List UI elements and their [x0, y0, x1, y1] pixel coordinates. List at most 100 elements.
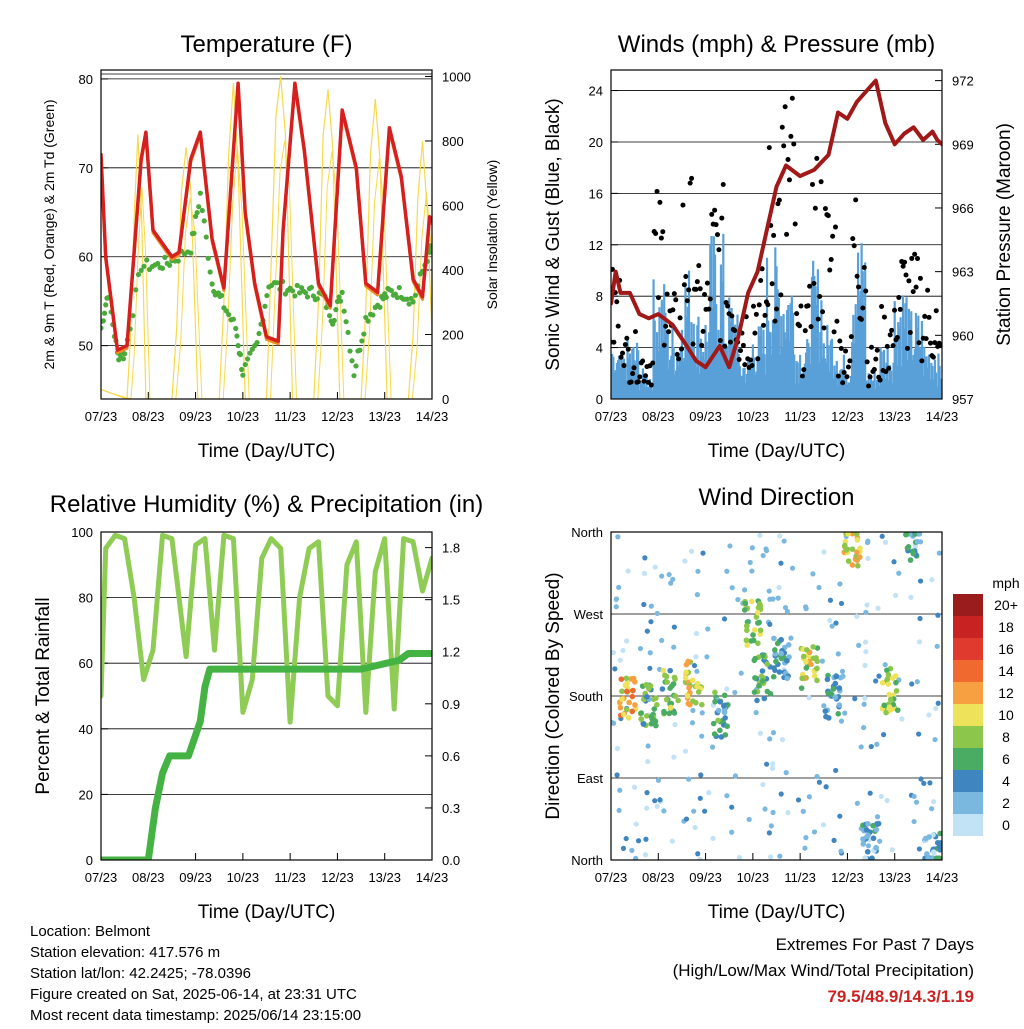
- gust-point: [881, 314, 887, 320]
- gust-point: [631, 365, 637, 371]
- gust-point: [809, 181, 815, 187]
- x-tick-label: 12/23: [321, 870, 354, 885]
- direction-point: [741, 607, 748, 613]
- direction-point: [789, 565, 796, 571]
- direction-point: [935, 612, 941, 618]
- direction-point: [806, 695, 812, 701]
- gust-point: [753, 311, 759, 317]
- direction-point: [619, 688, 625, 695]
- gust-point: [628, 379, 634, 385]
- gust-point: [752, 330, 758, 336]
- direction-point: [772, 647, 778, 653]
- direction-point: [884, 797, 890, 804]
- gust-point: [840, 380, 846, 386]
- y-axis-label-right: Station Pressure (Maroon): [994, 123, 1015, 346]
- dewpoint-point: [347, 348, 353, 354]
- direction-point: [784, 657, 790, 664]
- direction-point: [691, 662, 698, 669]
- direction-point: [881, 702, 888, 709]
- direction-point: [908, 594, 914, 600]
- gust-point: [886, 365, 892, 371]
- direction-point: [625, 715, 632, 721]
- gust-point: [727, 339, 733, 345]
- direction-point: [776, 584, 782, 591]
- gust-point: [676, 356, 682, 362]
- direction-point: [727, 543, 733, 549]
- direction-point: [777, 533, 783, 539]
- direction-point: [916, 846, 922, 852]
- direction-point: [769, 765, 776, 771]
- direction-point: [778, 655, 785, 662]
- direction-label: North: [571, 525, 603, 540]
- gust-point: [716, 247, 722, 253]
- gust-point: [912, 251, 918, 257]
- direction-point: [827, 617, 833, 623]
- direction-point: [759, 678, 766, 684]
- gust-point: [758, 277, 764, 283]
- direction-point: [671, 754, 677, 760]
- gust-point: [904, 345, 910, 351]
- direction-point: [683, 669, 689, 676]
- direction-point: [936, 855, 942, 860]
- direction-point: [894, 707, 901, 713]
- direction-point: [763, 546, 769, 552]
- plot-frame: [610, 531, 943, 861]
- gust-point: [897, 306, 903, 312]
- direction-point: [845, 532, 851, 537]
- direction-point: [617, 657, 623, 663]
- dewpoint-point: [396, 284, 402, 291]
- direction-point: [644, 693, 650, 700]
- direction-point: [650, 696, 657, 702]
- extremes-title: Extremes For Past 7 Days: [775, 935, 974, 954]
- x-tick-label: 12/23: [321, 409, 354, 424]
- direction-point: [860, 836, 866, 842]
- gust-point: [900, 263, 906, 269]
- direction-point: [882, 539, 889, 546]
- direction-point: [842, 710, 848, 716]
- direction-point: [864, 833, 870, 840]
- y-axis-label-right: Solar Insolation (Yellow): [484, 160, 500, 310]
- x-tick-label: 08/23: [642, 870, 675, 885]
- direction-point: [724, 686, 730, 692]
- direction-point: [904, 545, 911, 551]
- direction-point: [916, 731, 922, 737]
- direction-point: [937, 840, 942, 846]
- direction-point: [770, 673, 777, 680]
- y-tick-label-right: 1.8: [442, 541, 460, 556]
- station-info: Location: Belmont Station elevation: 417…: [30, 921, 361, 1026]
- direction-point: [729, 804, 735, 810]
- direction-point: [831, 837, 837, 843]
- direction-point: [685, 700, 692, 707]
- direction-point: [624, 638, 630, 644]
- direction-point: [879, 679, 886, 686]
- direction-point: [648, 603, 654, 609]
- direction-point: [689, 677, 696, 684]
- direction-point: [644, 790, 650, 796]
- y-tick-label-right: 600: [442, 198, 464, 213]
- gust-point: [858, 316, 864, 322]
- direction-point: [682, 558, 688, 564]
- gust-point: [827, 267, 833, 273]
- dewpoint-point: [363, 314, 369, 321]
- direction-point: [770, 761, 776, 767]
- direction-point: [863, 609, 869, 616]
- direction-point: [612, 666, 618, 672]
- dewpoint-point: [175, 258, 181, 264]
- direction-point: [811, 829, 818, 835]
- plot-area: [101, 76, 432, 399]
- gust-point: [907, 329, 913, 335]
- direction-label: East: [577, 771, 603, 786]
- gust-point: [863, 288, 869, 294]
- x-tick-label: 14/23: [926, 409, 959, 424]
- direction-point: [666, 571, 672, 578]
- direction-point: [753, 614, 760, 620]
- gust-point: [807, 283, 813, 289]
- gust-point: [843, 348, 849, 354]
- dewpoint-point: [144, 257, 150, 263]
- x-tick-label: 13/23: [368, 870, 401, 885]
- direction-point: [649, 716, 655, 722]
- gust-point: [817, 293, 823, 299]
- direction-point: [771, 635, 777, 642]
- gust-point: [892, 307, 898, 313]
